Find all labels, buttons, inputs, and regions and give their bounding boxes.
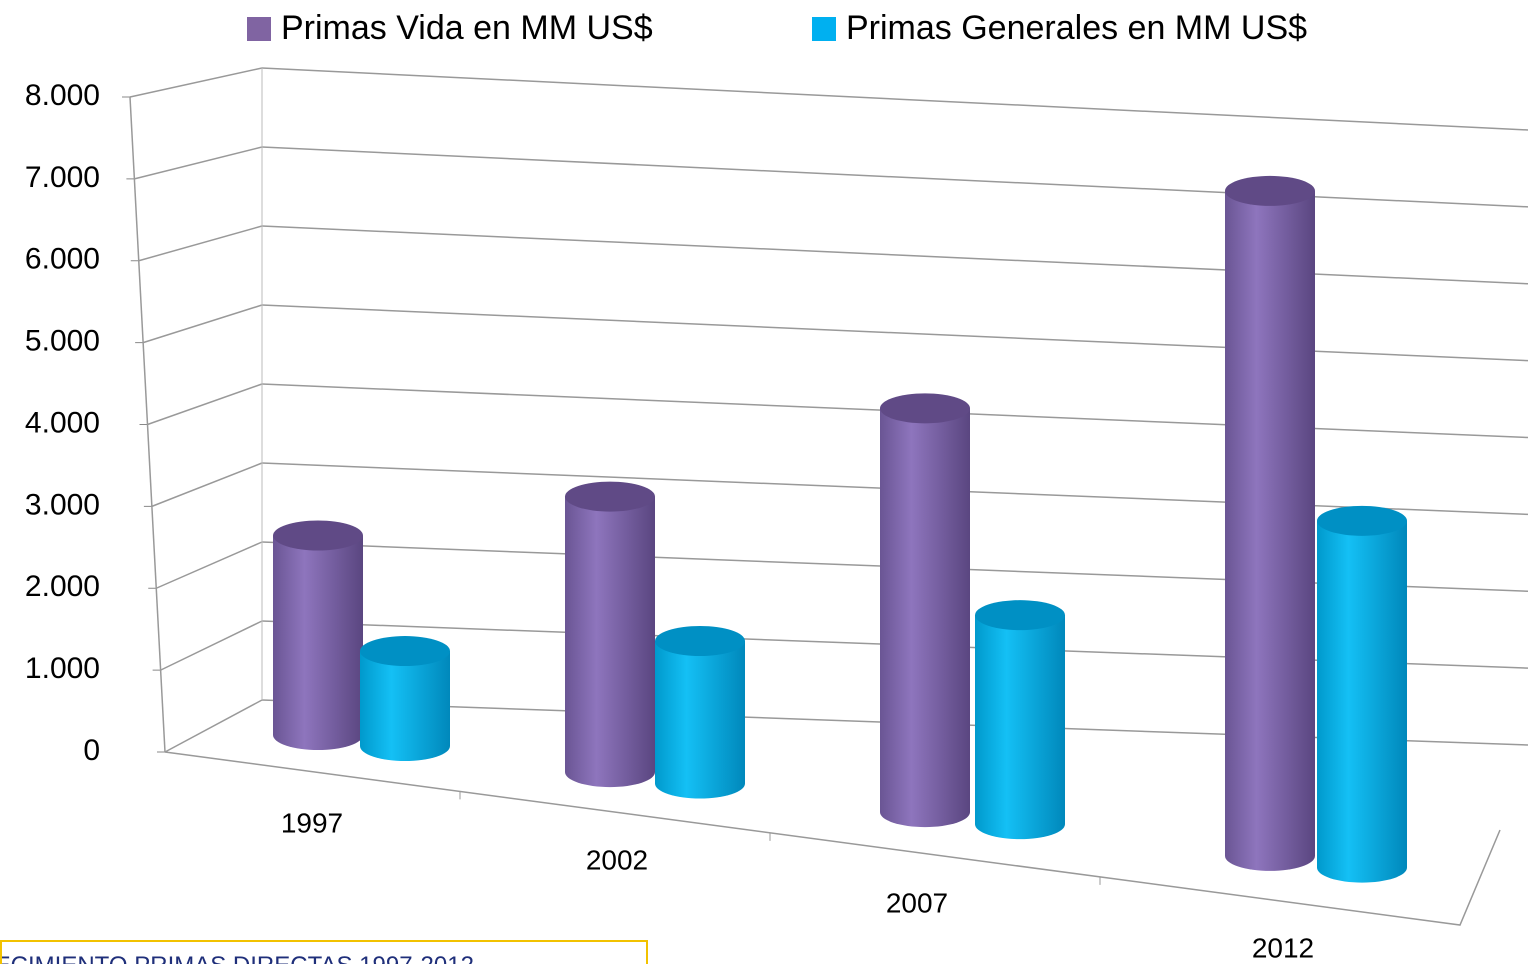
floor-edge (164, 751, 1501, 926)
y-tick-label: 5.000 (25, 325, 100, 358)
grid-line (164, 699, 263, 753)
grid-line (261, 146, 1528, 208)
y-tick-label: 2.000 (25, 570, 100, 603)
bar (273, 520, 363, 750)
x-tick-label: 2007 (886, 887, 948, 918)
y-axis (129, 96, 166, 753)
grid-line (160, 620, 263, 671)
x-tick-label: 2012 (1252, 932, 1314, 963)
bar (880, 393, 970, 828)
x-tick-label: 2002 (586, 844, 648, 875)
bar-body (273, 535, 363, 750)
x-tick-label: 1997 (281, 807, 343, 838)
bar-body (1225, 190, 1315, 871)
bar-body (565, 496, 655, 788)
bar-top (975, 600, 1065, 631)
y-tick-label: 6.000 (25, 243, 100, 276)
caption: CRECIMIENTO PRIMAS DIRECTAS 1997-2012 (2, 952, 474, 964)
bar-top (655, 626, 745, 657)
bar (1317, 505, 1407, 883)
bar (360, 636, 450, 762)
bar-top (1225, 175, 1315, 206)
grid-line (155, 541, 263, 589)
bar-body (880, 408, 970, 828)
bar (565, 481, 655, 788)
grid-line (261, 67, 1528, 131)
y-tick-label: 8.000 (25, 79, 100, 112)
bar (655, 626, 745, 799)
legend-swatch (247, 17, 271, 41)
bar-body (655, 641, 745, 799)
grid-line (151, 462, 263, 508)
grid-line (261, 304, 1528, 362)
y-tick-label: 4.000 (25, 406, 100, 439)
bar-top (565, 481, 655, 512)
grid-line (261, 225, 1528, 285)
grid-line (129, 67, 263, 98)
bar-body (1317, 520, 1407, 883)
caption-box: CRECIMIENTO PRIMAS DIRECTAS 1997-2012 (0, 940, 648, 964)
bar (1225, 175, 1315, 871)
legend-label: Primas Generales en MM US$ (846, 9, 1307, 47)
y-tick-label: 3.000 (25, 488, 100, 521)
y-tick-label: 7.000 (25, 161, 100, 194)
bar-top (1317, 505, 1407, 536)
bar-body (360, 651, 450, 762)
grid-line (134, 146, 263, 180)
y-tick-label: 1.000 (25, 652, 100, 685)
grid-line (147, 383, 263, 426)
bar (975, 600, 1065, 840)
bar-top (880, 393, 970, 424)
bar-top (273, 520, 363, 551)
bar-top (360, 636, 450, 667)
grid-line (138, 225, 263, 262)
legend-label: Primas Vida en MM US$ (281, 9, 653, 47)
legend-swatch (812, 17, 836, 41)
grid-line (142, 304, 263, 344)
y-tick-label: 0 (83, 734, 100, 767)
bar-body (975, 615, 1065, 840)
